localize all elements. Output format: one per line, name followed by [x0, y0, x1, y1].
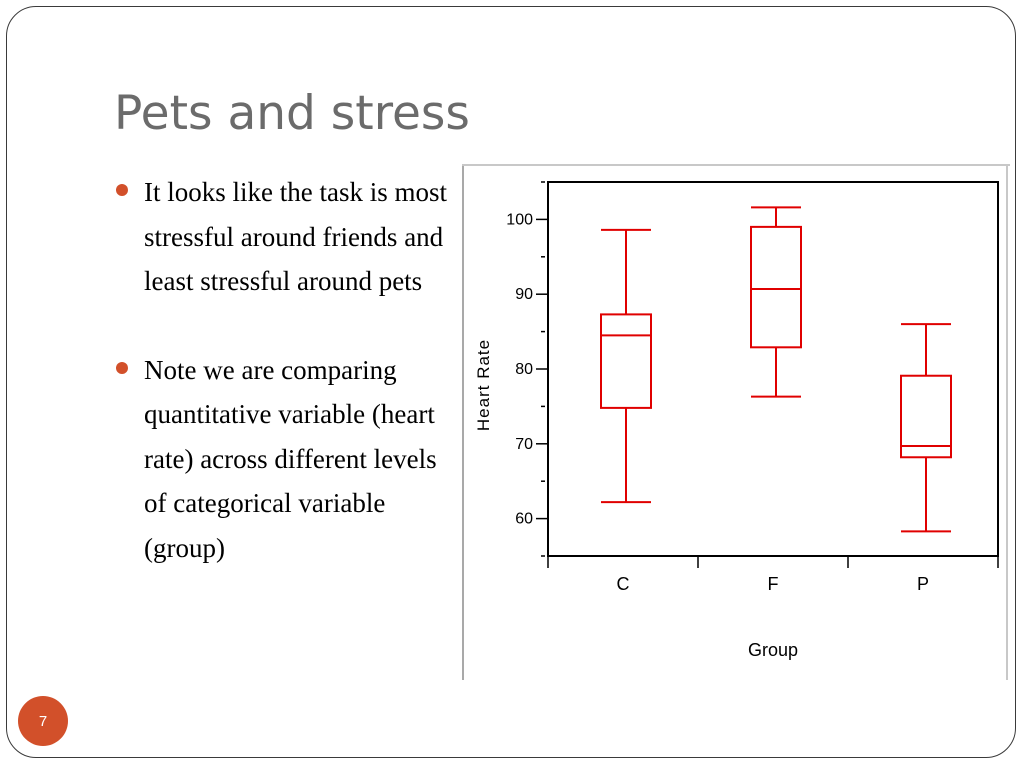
boxplot-chart: 60 70 80 90 100 Heart Rate C F P Group: [462, 164, 1010, 680]
x-tick-label: P: [917, 574, 929, 594]
y-tick-label: 100: [506, 211, 533, 228]
y-tick-label: 70: [515, 436, 533, 453]
y-tick-label: 60: [515, 511, 533, 528]
bullet-item: It looks like the task is most stressful…: [116, 170, 456, 304]
page-number-badge: 7: [18, 696, 68, 746]
iqr-box: [750, 225, 802, 349]
bullet-text: Note we are comparing quantitative varia…: [144, 354, 437, 563]
slide-frame: [6, 6, 1016, 758]
x-axis-label: Group: [748, 640, 798, 660]
slide-title: Pets and stress: [114, 86, 470, 141]
x-tick-label: C: [617, 574, 630, 594]
bullet-dot-icon: [116, 184, 128, 196]
plot-frame: [547, 181, 999, 557]
bullet-text: It looks like the task is most stressful…: [144, 177, 447, 296]
x-tick-label: F: [768, 574, 779, 594]
y-tick-label: 80: [515, 361, 533, 378]
boxplot-svg: 60 70 80 90 100 Heart Rate C F P Group: [462, 164, 1010, 680]
bullet-item: Note we are comparing quantitative varia…: [116, 348, 456, 571]
y-axis-label: Heart Rate: [474, 339, 493, 431]
bullet-list: It looks like the task is most stressful…: [116, 170, 456, 570]
y-tick-label: 90: [515, 286, 533, 303]
bullet-dot-icon: [116, 361, 128, 374]
iqr-box: [600, 313, 652, 409]
iqr-box: [900, 374, 952, 459]
